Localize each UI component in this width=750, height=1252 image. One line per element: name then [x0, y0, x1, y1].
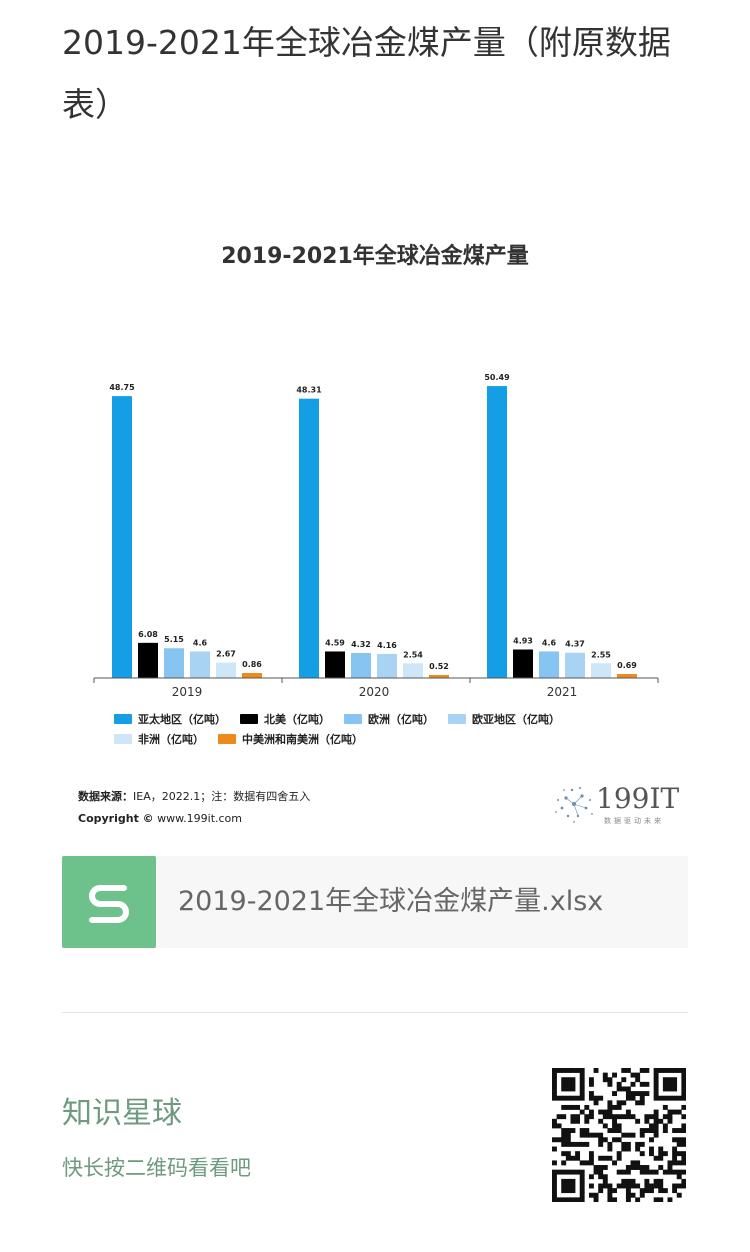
- attachment-filename[interactable]: 2019-2021年全球冶金煤产量.xlsx: [178, 886, 604, 917]
- legend-swatch: [448, 714, 466, 724]
- legend-label: 北美（亿吨）: [264, 713, 330, 726]
- legend-label: 非洲（亿吨）: [138, 733, 204, 746]
- legend-item-4: 非洲（亿吨）: [114, 730, 204, 750]
- legend-item-1: 北美（亿吨）: [240, 710, 330, 730]
- chart-legend: 亚太地区（亿吨） 北美（亿吨） 欧洲（亿吨） 欧亚地区（亿吨） 非洲（亿吨） 中美洲和南美…: [114, 710, 674, 750]
- data-label-2021-5: 0.69: [617, 661, 637, 670]
- x-tick-label-2021: 2021: [547, 685, 578, 699]
- data-label-2020-0: 48.31: [296, 386, 322, 395]
- bar-2021-1: [513, 649, 533, 678]
- data-label-2019-5: 0.86: [242, 660, 262, 669]
- legend-swatch: [240, 714, 258, 724]
- article-title: 2019-2021年全球冶金煤产量（附原数据表）: [62, 23, 671, 124]
- planet-subtitle: 快长按二维码看看吧: [62, 1156, 251, 1180]
- data-label-2019-4: 2.67: [216, 650, 236, 659]
- source-text: IEA，2022.1；注：数据有四舍五入: [133, 790, 311, 803]
- divider: [62, 1012, 688, 1013]
- bar-2019-1: [138, 642, 158, 678]
- logo-tagline: 数据驱动未来: [604, 817, 664, 825]
- data-label-2019-3: 4.6: [193, 638, 208, 647]
- bar-2021-2: [539, 651, 559, 678]
- data-label-2021-1: 4.93: [513, 636, 533, 645]
- bar-2020-2: [351, 653, 371, 678]
- legend-swatch: [114, 734, 132, 744]
- data-label-2019-2: 5.15: [164, 635, 184, 644]
- legend-swatch: [344, 714, 362, 724]
- data-label-2020-5: 0.52: [429, 662, 449, 671]
- data-label-2020-1: 4.59: [325, 638, 345, 647]
- spreadsheet-icon: [62, 856, 156, 948]
- legend-item-3: 欧亚地区（亿吨）: [448, 710, 560, 730]
- brand-logo: 199IT 数据驱动未来: [552, 780, 682, 830]
- legend-label: 中美洲和南美洲（亿吨）: [242, 733, 363, 746]
- attachment-card[interactable]: 2019-2021年全球冶金煤产量.xlsx: [62, 856, 688, 948]
- source-label: 数据来源：: [78, 790, 133, 803]
- bar-2020-5: [429, 674, 449, 678]
- bar-2021-3: [565, 652, 585, 678]
- x-tick-label-2019: 2019: [172, 685, 203, 699]
- copyright-label: Copyright ©: [78, 812, 154, 825]
- x-tick-label-2020: 2020: [359, 685, 390, 699]
- data-label-2021-0: 50.49: [484, 373, 510, 382]
- source-note: 数据来源：IEA，2022.1；注：数据有四舍五入 Copyright © ww…: [78, 786, 310, 830]
- data-label-2021-3: 4.37: [565, 640, 585, 649]
- chart-figure: 48.75 6.08 5.15 4.6 2.67 0.86 2019 48.31 4.59 4.3…: [62, 210, 688, 840]
- copyright-site: www.199it.com: [157, 812, 243, 825]
- data-label-2021-4: 2.55: [591, 650, 611, 659]
- bar-2021-5: [617, 674, 637, 678]
- data-label-2020-3: 4.16: [377, 641, 397, 650]
- legend-item-0: 亚太地区（亿吨）: [114, 710, 226, 730]
- legend-label: 欧亚地区（亿吨）: [472, 713, 560, 726]
- legend-swatch: [218, 734, 236, 744]
- logo-dots-icon: [555, 787, 593, 823]
- bar-2020-0: [299, 398, 319, 678]
- data-label-2020-4: 2.54: [403, 650, 423, 659]
- legend-swatch: [114, 714, 132, 724]
- data-label-2019-1: 6.08: [138, 630, 158, 639]
- chart-title: 2019-2021年全球冶金煤产量: [221, 244, 529, 269]
- bar-2019-4: [216, 662, 236, 678]
- bar-2020-4: [403, 663, 423, 678]
- planet-title: 知识星球: [62, 1096, 182, 1131]
- bar-2020-1: [325, 651, 345, 678]
- data-label-2021-2: 4.6: [542, 638, 557, 647]
- qr-code[interactable]: [552, 1068, 686, 1202]
- bar-2021-4: [591, 663, 611, 678]
- bar-2020-3: [377, 653, 397, 678]
- legend-label: 亚太地区（亿吨）: [138, 713, 226, 726]
- logo-text: 199IT: [596, 782, 680, 815]
- legend-label: 欧洲（亿吨）: [368, 713, 434, 726]
- data-label-2019-0: 48.75: [109, 383, 135, 392]
- bar-2019-3: [190, 651, 210, 678]
- data-label-2020-2: 4.32: [351, 640, 371, 649]
- legend-item-2: 欧洲（亿吨）: [344, 710, 434, 730]
- bar-2021-0: [487, 386, 507, 678]
- bar-2019-2: [164, 648, 184, 678]
- bar-2019-5: [242, 673, 262, 678]
- bar-chart: 48.75 6.08 5.15 4.6 2.67 0.86 2019 48.31 4.59 4.3…: [93, 373, 659, 699]
- legend-item-5: 中美洲和南美洲（亿吨）: [218, 730, 363, 750]
- bar-2019-0: [112, 396, 132, 678]
